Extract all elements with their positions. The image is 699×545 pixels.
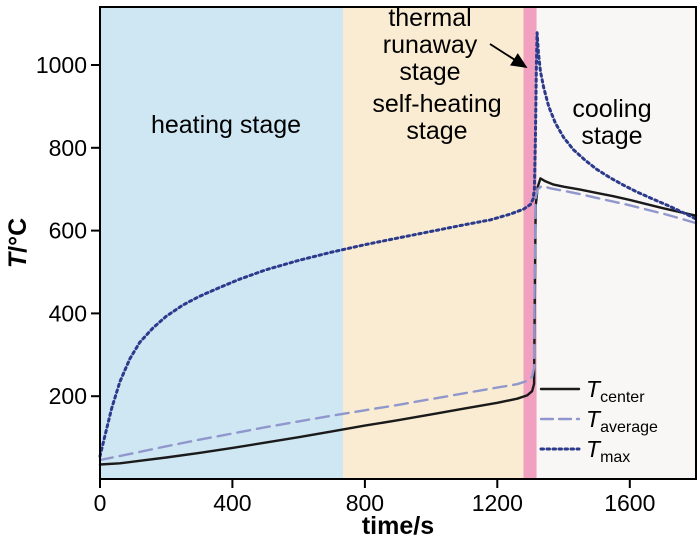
y-tick-label: 1000 [36,52,87,78]
y-tick-label: 200 [49,383,87,409]
y-axis-label: T/°C [4,218,32,268]
x-tick-label: 1200 [472,490,523,516]
stage-region-cooling-stage [536,7,696,479]
y-tick-label: 800 [49,135,87,161]
series-line-t-average [98,184,698,462]
stage-region-heating-stage [100,7,343,479]
legend-label-t-max: Tmax [586,436,630,466]
x-tick-label: 0 [94,490,107,516]
legend-label-t-average: Taverage [586,406,658,436]
series-line-t-center [98,177,698,466]
stage-label-self-heating-stage: self-heating stage [372,90,501,145]
plot-border [99,6,697,480]
x-tick-label: 400 [213,490,251,516]
stage-label-heating-stage: heating stage [151,111,301,139]
y-tick-label: 600 [49,218,87,244]
x-axis-label: time/s [362,512,434,540]
legend-label-t-center: Tcenter [586,376,645,406]
x-tick-label: 1600 [604,490,655,516]
stage-label-thermal-runaway-stage: thermal runaway stage [383,4,478,86]
series-line-t-max [98,31,698,458]
stage-label-cooling-stage: cooling stage [572,95,651,150]
x-tick-label: 800 [346,490,384,516]
annotation-arrow [489,43,528,68]
y-tick-label: 400 [49,300,87,326]
